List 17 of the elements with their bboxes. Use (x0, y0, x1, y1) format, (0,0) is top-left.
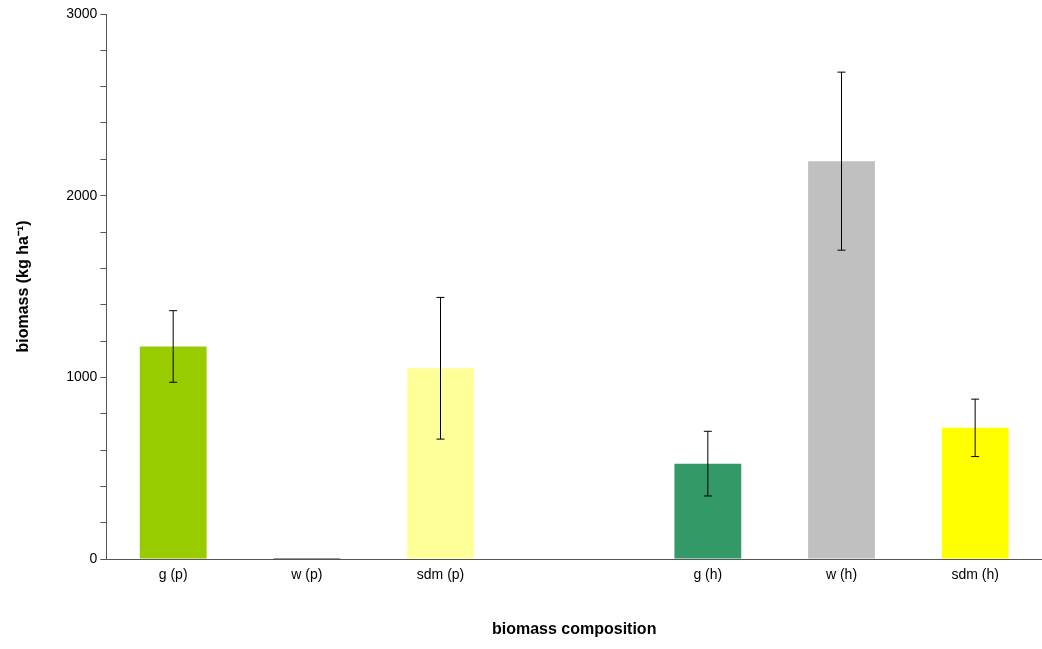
bar (407, 368, 474, 559)
y-tick-label: 3000 (66, 4, 98, 21)
bar (139, 346, 207, 559)
bar (674, 463, 742, 559)
x-tick-label: sdm (h) (951, 566, 999, 583)
x-tick-label: g (h) (693, 566, 723, 583)
y-tick-label: 0 (89, 549, 98, 566)
y-axis-title: biomass (kg ha⁻¹) (14, 220, 32, 353)
bar (941, 427, 1009, 559)
x-tick-label: w (p) (290, 566, 323, 583)
x-tick-label: sdm (p) (416, 566, 465, 583)
y-tick-label: 1000 (66, 368, 98, 385)
x-tick-label: g (p) (158, 566, 188, 583)
x-axis-title: biomass composition (491, 619, 657, 637)
bar (808, 161, 875, 559)
y-tick-label: 2000 (66, 186, 98, 203)
x-tick-label: w (h) (824, 566, 858, 583)
